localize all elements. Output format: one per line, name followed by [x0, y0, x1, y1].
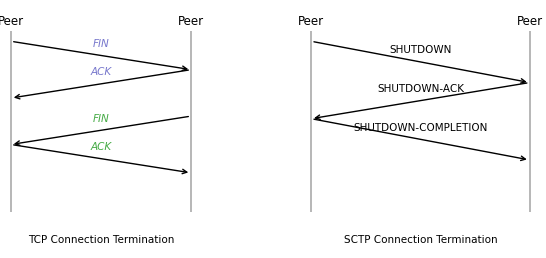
Text: TCP Connection Termination: TCP Connection Termination — [28, 235, 174, 245]
Text: Peer: Peer — [0, 15, 24, 28]
Text: ACK: ACK — [91, 142, 111, 152]
Text: SHUTDOWN: SHUTDOWN — [389, 45, 452, 55]
Text: SHUTDOWN-COMPLETION: SHUTDOWN-COMPLETION — [353, 123, 488, 133]
Text: Peer: Peer — [517, 15, 543, 28]
Text: SHUTDOWN-ACK: SHUTDOWN-ACK — [377, 84, 464, 94]
Text: ACK: ACK — [91, 67, 111, 77]
Text: Peer: Peer — [178, 15, 204, 28]
Text: FIN: FIN — [93, 114, 109, 124]
Text: SCTP Connection Termination: SCTP Connection Termination — [343, 235, 497, 245]
Text: Peer: Peer — [298, 15, 324, 28]
Text: FIN: FIN — [93, 39, 109, 49]
